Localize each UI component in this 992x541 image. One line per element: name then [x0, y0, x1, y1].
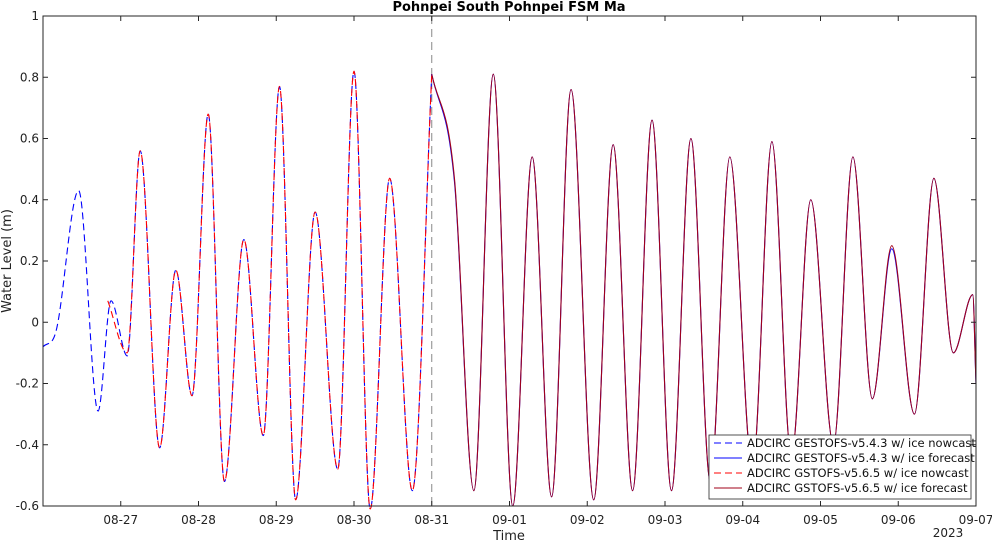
x-tick-label: 08-28: [181, 513, 216, 527]
legend-label: ADCIRC GSTOFS-v5.6.5 w/ ice forecast: [747, 481, 968, 495]
series-line-adcirc-gstofs-v5-6-5-w-ice-nowcast: [107, 70, 433, 510]
series-line-adcirc-gstofs-v5-6-5-w-ice-forecast: [431, 73, 977, 507]
plot-background: [43, 16, 976, 506]
y-tick-label: -0.6: [16, 499, 39, 513]
y-tick-label: 0.6: [20, 132, 39, 146]
x-tick-label: 09-01: [492, 513, 527, 527]
x-tick-label: 09-06: [881, 513, 916, 527]
legend-label: ADCIRC GESTOFS-v5.4.3 w/ ice forecast: [747, 451, 975, 465]
year-label: 2023: [933, 526, 964, 540]
y-tick-label: 0.8: [20, 70, 39, 84]
y-tick-label: 1: [31, 9, 39, 23]
y-tick-label: 0: [31, 315, 39, 329]
legend-label: ADCIRC GSTOFS-v5.6.5 w/ ice nowcast: [747, 466, 969, 480]
legend-label: ADCIRC GESTOFS-v5.4.3 w/ ice nowcast: [747, 436, 976, 450]
chart-title: Pohnpei South Pohnpei FSM Ma: [392, 0, 625, 15]
x-tick-label: 08-29: [259, 513, 294, 527]
x-tick-label: 09-05: [803, 513, 838, 527]
y-tick-label: -0.2: [16, 377, 39, 391]
x-tick-label: 09-04: [725, 513, 760, 527]
y-tick-label: 0.2: [20, 254, 39, 268]
x-axis-title: Time: [492, 529, 525, 541]
y-tick-label: -0.4: [16, 438, 39, 452]
x-tick-label: 08-30: [337, 513, 372, 527]
y-tick-label: 0.4: [20, 193, 39, 207]
y-axis-title: Water Level (m): [0, 209, 15, 313]
x-tick-label: 09-07: [959, 513, 992, 527]
legend: ADCIRC GESTOFS-v5.4.3 w/ ice nowcastADCI…: [708, 434, 976, 500]
x-tick-label: 09-03: [648, 513, 683, 527]
x-tick-label: 08-27: [103, 513, 138, 527]
x-tick-label: 08-31: [414, 513, 449, 527]
legend-box: [708, 434, 972, 500]
x-tick-label: 09-02: [570, 513, 605, 527]
